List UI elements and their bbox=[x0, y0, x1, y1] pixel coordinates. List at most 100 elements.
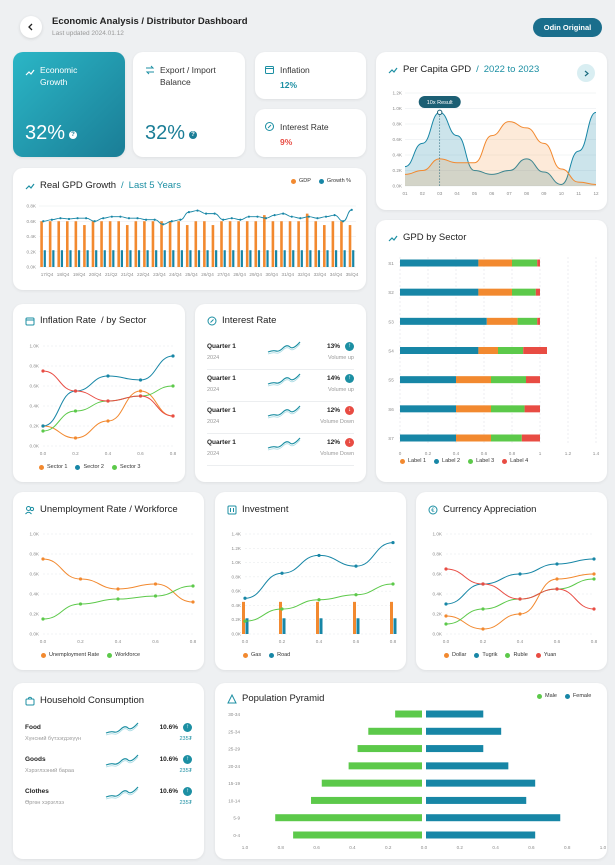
growth-point bbox=[76, 217, 79, 220]
bar-growth bbox=[249, 250, 252, 267]
data-point bbox=[191, 584, 195, 588]
data-point bbox=[518, 612, 522, 616]
y-tick-label: 0.6K bbox=[30, 384, 40, 389]
bar-gdp bbox=[331, 221, 335, 267]
bar-growth bbox=[95, 250, 98, 267]
age-group-label: 10-14 bbox=[228, 798, 240, 803]
stacked-segment-label-4 bbox=[523, 347, 547, 354]
bar-gdp bbox=[323, 225, 326, 267]
x-tick-label: 0.4 bbox=[492, 845, 499, 850]
age-group-label: 0-4 bbox=[233, 833, 240, 838]
quarter-label: Quarter 1 bbox=[207, 343, 236, 350]
legend-sector-2: Sector 2 bbox=[75, 464, 104, 470]
real-gdp-title-highlight: Last 5 Years bbox=[128, 180, 181, 191]
bar-gdp bbox=[271, 221, 275, 267]
growth-point bbox=[67, 217, 71, 221]
back-button[interactable] bbox=[20, 16, 42, 38]
x-tick-label: 0.8 bbox=[190, 639, 197, 644]
investment-title-text: Investment bbox=[242, 504, 289, 515]
bar-growth bbox=[77, 250, 81, 267]
bar-growth bbox=[197, 250, 201, 267]
interest-row[interactable]: Quarter 1 2024 13% ↑ Volume up bbox=[207, 340, 354, 370]
bar-growth bbox=[52, 250, 55, 267]
x-tick-label: 26/Q4 bbox=[201, 272, 214, 277]
data-point bbox=[171, 384, 175, 388]
age-group-label: 15-19 bbox=[228, 781, 240, 786]
legend-gdp: GDP bbox=[291, 178, 311, 184]
info-icon[interactable]: ? bbox=[189, 131, 197, 139]
bar-male bbox=[368, 727, 422, 735]
series-line-tugrik bbox=[445, 558, 595, 605]
interest-row[interactable]: Quarter 1 2024 14% ↑ Volume up bbox=[207, 372, 354, 402]
year-label: 2024 bbox=[207, 355, 220, 361]
bar-gdp bbox=[151, 221, 155, 267]
unemployment-title: Unemployment Rate / Workforce bbox=[25, 504, 178, 515]
x-tick-label: 08 bbox=[524, 191, 530, 196]
legend-label-4: Label 4 bbox=[502, 458, 528, 464]
bar-gas bbox=[316, 601, 319, 634]
sparkline bbox=[267, 341, 301, 355]
growth-point bbox=[333, 214, 336, 217]
x-tick-label: 12 bbox=[593, 191, 599, 196]
bar-gas bbox=[353, 601, 356, 634]
y-tick-label: 1.2K bbox=[232, 546, 242, 551]
economic-growth-card[interactable]: Economic Growth 32% ? bbox=[13, 52, 125, 157]
growth-line bbox=[43, 209, 352, 225]
volume-note: Volume up bbox=[328, 387, 354, 393]
currency-chart: 0.0K 0.2K 0.4K 0.6K 0.8K 1.0K 0.0 0.2 0.4 0.6 0.8 bbox=[433, 532, 598, 645]
bar-gdp bbox=[254, 221, 258, 267]
inflation-card[interactable]: Inflation 12% bbox=[255, 52, 366, 99]
rate-value: 14% bbox=[326, 375, 340, 382]
export-import-value: 32% bbox=[145, 122, 186, 144]
currency-title-text: Currency Appreciation bbox=[443, 504, 537, 515]
unemployment-title-text: Unemployment Rate / Workforce bbox=[40, 504, 178, 515]
growth-point bbox=[316, 217, 319, 220]
bar-gdp bbox=[297, 221, 300, 267]
x-tick-label: 22/Q4 bbox=[137, 272, 150, 277]
data-point bbox=[444, 622, 448, 626]
y-tick-label: 0.0K bbox=[433, 632, 443, 637]
growth-point bbox=[162, 223, 165, 226]
data-point bbox=[106, 419, 110, 423]
data-point bbox=[138, 389, 143, 393]
odin-original-button[interactable]: Odin Original bbox=[533, 18, 602, 37]
export-import-card[interactable]: Export / Import Balance 32% ? bbox=[133, 52, 245, 157]
x-tick-label: 02 bbox=[420, 191, 426, 196]
x-tick-label: 11 bbox=[576, 191, 581, 196]
tooltip-badge bbox=[418, 96, 461, 108]
bag-icon bbox=[25, 696, 35, 705]
household-row[interactable]: Clothes Өргөн хэрэглээ 10.6% ↑ 235₮ bbox=[25, 785, 192, 815]
interest-row[interactable]: Quarter 1 2024 12% ↓ Volume Down bbox=[207, 404, 354, 434]
category-name: Goods bbox=[25, 756, 46, 763]
household-row[interactable]: Goods Хэрэглээний бараа 10.6% ↑ 235₮ bbox=[25, 753, 192, 783]
interest-row[interactable]: Quarter 1 2024 12% ↓ Volume Down bbox=[207, 436, 354, 466]
arrow-down-icon: ↓ bbox=[345, 438, 354, 447]
legend-yuan: Yuan bbox=[535, 652, 556, 658]
growth-point bbox=[230, 217, 233, 220]
category-label: S2 bbox=[388, 290, 394, 295]
next-button[interactable] bbox=[577, 64, 595, 82]
interest-rate-kpi-card[interactable]: Interest Rate 9% bbox=[255, 109, 366, 157]
info-icon[interactable]: ? bbox=[69, 131, 77, 139]
x-tick-label: 04 bbox=[455, 191, 461, 196]
category-label: S1 bbox=[388, 261, 394, 266]
growth-point bbox=[144, 218, 148, 221]
stacked-segment-label-4 bbox=[524, 405, 540, 413]
legend-sector-1: Sector 1 bbox=[39, 464, 67, 470]
category-name: Food bbox=[25, 724, 41, 731]
data-point bbox=[243, 596, 247, 600]
bar-growth bbox=[317, 250, 321, 267]
unemployment-chart: 0.0K 0.2K 0.4K 0.6K 0.8K 1.0K 0.0 0.2 0.4 0.6 0.8 bbox=[30, 532, 197, 645]
stacked-segment-label-2 bbox=[478, 259, 512, 267]
y-tick-label: 0.8K bbox=[393, 122, 403, 127]
volume-note: Volume Down bbox=[320, 451, 354, 457]
age-group-label: 5-9 bbox=[233, 816, 240, 821]
arrow-up-icon: ↑ bbox=[183, 755, 192, 764]
export-import-label: Export / Import bbox=[160, 65, 216, 75]
growth-point bbox=[213, 212, 216, 215]
household-row[interactable]: Food Хүнсний бүтээгдэхүүн 10.6% ↑ 235₮ bbox=[25, 721, 192, 751]
data-point bbox=[555, 577, 559, 581]
growth-point bbox=[342, 220, 345, 223]
volume-note: Volume Down bbox=[320, 419, 354, 425]
y-tick-label: 0.8K bbox=[27, 204, 37, 209]
